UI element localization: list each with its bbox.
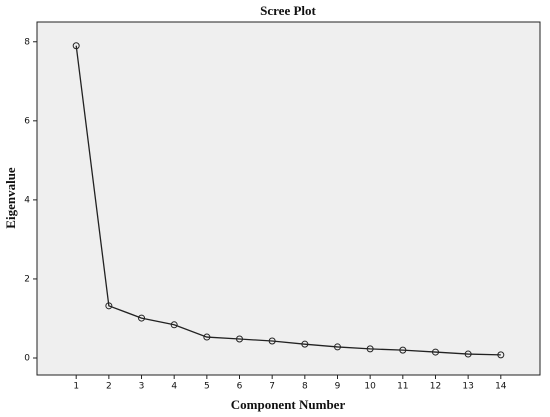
point bbox=[203, 333, 211, 341]
point bbox=[138, 314, 146, 322]
point bbox=[170, 321, 178, 329]
line bbox=[75, 45, 501, 356]
point bbox=[236, 335, 244, 343]
x-tick-label: 14 bbox=[495, 382, 507, 392]
plot-area bbox=[36, 21, 541, 376]
point bbox=[72, 42, 80, 50]
chart-title: Scree Plot bbox=[260, 3, 316, 18]
point bbox=[431, 348, 439, 356]
x-tick-label: 2 bbox=[106, 382, 112, 392]
x-tick-label: 6 bbox=[237, 382, 243, 392]
point bbox=[301, 340, 309, 348]
y-tick-label: 6 bbox=[24, 116, 30, 126]
x-tick-label: 13 bbox=[462, 382, 473, 392]
x-tick-label: 5 bbox=[204, 382, 210, 392]
y-tick-label: 8 bbox=[24, 37, 30, 47]
x-tick-label: 8 bbox=[302, 382, 308, 392]
point bbox=[366, 345, 374, 353]
y-tick-label: 0 bbox=[24, 354, 30, 364]
point bbox=[333, 343, 341, 351]
point bbox=[268, 337, 276, 345]
x-axis-label: Component Number bbox=[231, 397, 346, 412]
point bbox=[105, 302, 113, 310]
x-tick-label: 10 bbox=[364, 382, 376, 392]
x-tick-label: 9 bbox=[335, 382, 341, 392]
x-tick-label: 1 bbox=[73, 382, 79, 392]
x-tick-label: 7 bbox=[269, 382, 275, 392]
point bbox=[399, 346, 407, 354]
point bbox=[497, 351, 505, 359]
y-tick-label: 2 bbox=[24, 274, 30, 284]
y-tick-label: 4 bbox=[24, 195, 30, 205]
x-tick-label: 12 bbox=[430, 382, 441, 392]
y-axis-label: Eigenvalue bbox=[3, 167, 18, 229]
x-tick-label: 4 bbox=[171, 382, 177, 392]
point bbox=[464, 350, 472, 358]
x-tick-label: 3 bbox=[139, 382, 145, 392]
x-tick-label: 11 bbox=[397, 382, 408, 392]
